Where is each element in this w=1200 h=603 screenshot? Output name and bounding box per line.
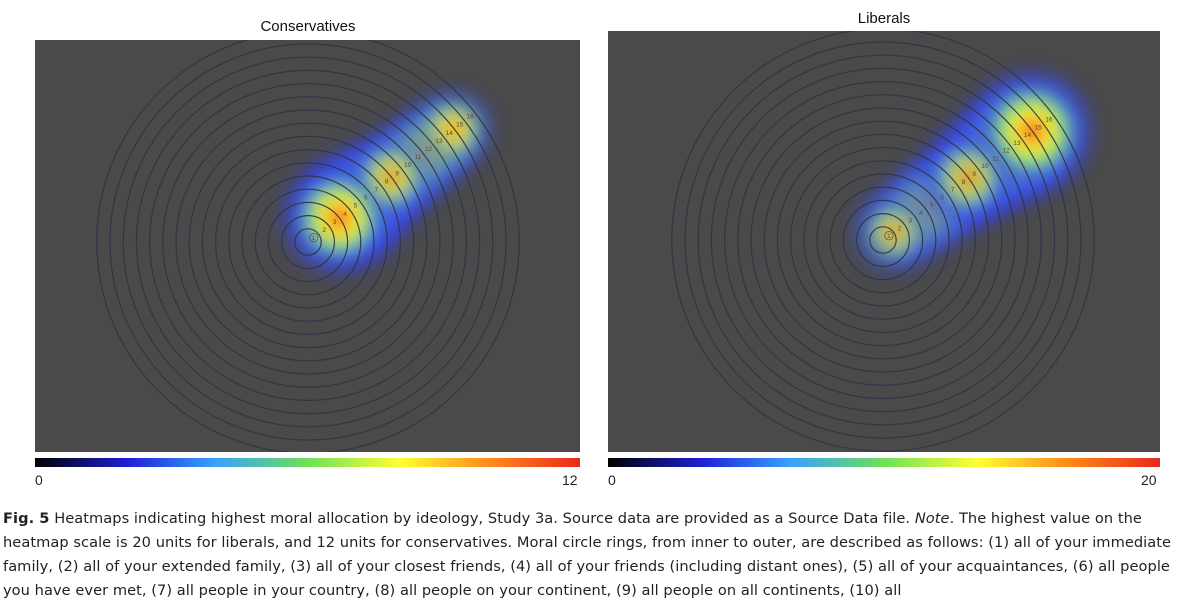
ring-1 bbox=[294, 228, 322, 256]
ring-label: 13 bbox=[435, 138, 443, 145]
ring-label: 11 bbox=[992, 155, 999, 162]
ring-7 bbox=[215, 148, 402, 336]
ring-label: 1 bbox=[312, 235, 316, 242]
center-marker bbox=[884, 231, 894, 241]
ring-2 bbox=[281, 215, 336, 270]
ring-10 bbox=[175, 109, 441, 375]
colorbar-min-liberals: 0 bbox=[608, 472, 616, 488]
ring-label: 6 bbox=[940, 194, 944, 201]
ring-4 bbox=[254, 188, 362, 296]
ring-6 bbox=[803, 160, 963, 320]
ring-label: 10 bbox=[404, 162, 412, 169]
ring-label: 2 bbox=[322, 227, 326, 234]
chart-title-conservatives: Conservatives bbox=[260, 18, 356, 35]
ring-label: 1 bbox=[887, 233, 891, 240]
ring-11 bbox=[162, 96, 454, 388]
ring-label: 7 bbox=[951, 187, 955, 194]
ring-label: 2 bbox=[898, 225, 902, 232]
colorbar-max-liberals: 20 bbox=[1141, 472, 1157, 488]
ring-15 bbox=[684, 41, 1082, 439]
ring-7 bbox=[790, 146, 977, 334]
ring-label: 4 bbox=[919, 210, 923, 217]
ring-11 bbox=[737, 94, 1029, 386]
ring-14 bbox=[697, 54, 1069, 426]
ring-9 bbox=[188, 122, 428, 362]
ring-16 bbox=[96, 40, 520, 452]
ring-4 bbox=[829, 186, 937, 294]
ring-13 bbox=[710, 67, 1056, 413]
caption-text-2: . The highest value on the heatmap scale… bbox=[3, 510, 1172, 599]
chart-title-liberals: Liberals bbox=[857, 10, 911, 27]
moral-circle-rings bbox=[671, 31, 1095, 452]
ring-8 bbox=[201, 135, 415, 349]
ring-12 bbox=[724, 81, 1042, 399]
ring-label: 3 bbox=[908, 218, 912, 225]
ring-14 bbox=[122, 56, 494, 428]
ring-label: 8 bbox=[962, 179, 966, 186]
ring-1 bbox=[869, 226, 897, 254]
ring-16 bbox=[671, 31, 1095, 452]
ring-label: 16 bbox=[467, 114, 475, 121]
center-marker bbox=[309, 232, 319, 243]
ring-15 bbox=[109, 43, 507, 441]
ring-label: 9 bbox=[972, 171, 976, 178]
ring-label: 3 bbox=[333, 219, 337, 226]
ring-label: 13 bbox=[1013, 140, 1021, 147]
ring-label: 11 bbox=[415, 154, 422, 161]
caption-fig-label: Fig. 5 bbox=[3, 510, 50, 527]
colorbar-min-conservatives: 0 bbox=[35, 472, 43, 488]
ring-10 bbox=[750, 107, 1016, 373]
ring-2 bbox=[856, 213, 911, 268]
ring-label: 5 bbox=[930, 202, 934, 209]
ring-label: 16 bbox=[1045, 117, 1053, 124]
ring-label: 12 bbox=[425, 146, 433, 153]
colorbar-max-conservatives: 12 bbox=[562, 472, 578, 488]
caption-text-1: Heatmaps indicating highest moral alloca… bbox=[49, 510, 915, 527]
figure-caption: Fig. 5 Heatmaps indicating highest moral… bbox=[3, 507, 1199, 603]
ring-5 bbox=[241, 175, 375, 309]
ring-label: 15 bbox=[456, 122, 464, 129]
ring-3 bbox=[842, 199, 924, 281]
colorbar-conservatives bbox=[35, 458, 580, 467]
ring-label: 8 bbox=[385, 178, 389, 185]
caption-note-label: Note bbox=[914, 510, 950, 527]
ring-9 bbox=[763, 120, 1003, 360]
ring-8 bbox=[776, 133, 990, 347]
ring-label: 5 bbox=[354, 203, 358, 210]
heatmap-liberals: 1 2 3 4 5 6 7 8 9 10 11 12 13 14 15 16 bbox=[608, 31, 1160, 452]
ring-label: 10 bbox=[981, 163, 989, 170]
ring-label: 14 bbox=[446, 130, 454, 137]
ring-label: 7 bbox=[374, 186, 378, 193]
ring-13 bbox=[135, 69, 481, 415]
ring-label: 14 bbox=[1024, 132, 1032, 139]
ring-label: 9 bbox=[395, 170, 399, 177]
ring-3 bbox=[267, 201, 349, 283]
ring-12 bbox=[149, 83, 467, 401]
ring-5 bbox=[816, 173, 950, 307]
ring-6 bbox=[228, 162, 388, 322]
moral-circle-rings bbox=[96, 40, 520, 452]
ring-label: 6 bbox=[364, 195, 368, 202]
colorbar-liberals bbox=[608, 458, 1160, 467]
ring-label: 4 bbox=[343, 211, 347, 218]
heatmap-conservatives: 1 2 3 4 5 6 7 8 9 10 11 12 13 14 15 16 bbox=[35, 40, 580, 452]
ring-label: 15 bbox=[1035, 124, 1043, 131]
ring-label: 12 bbox=[1003, 148, 1011, 155]
